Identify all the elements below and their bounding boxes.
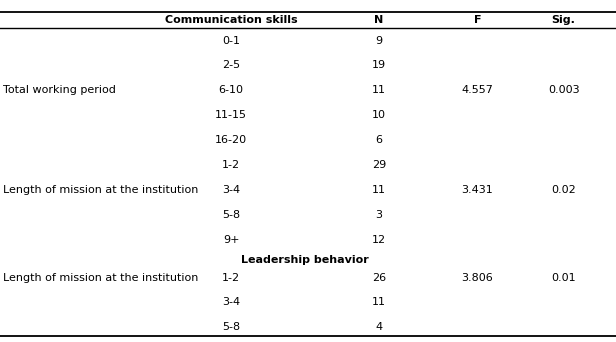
Text: 1-2: 1-2 [222,160,240,170]
Text: 6-10: 6-10 [219,86,243,95]
Text: 0.02: 0.02 [551,185,576,195]
Text: Leadership behavior: Leadership behavior [241,255,369,265]
Text: 26: 26 [372,273,386,282]
Text: 10: 10 [372,110,386,120]
Text: 5-8: 5-8 [222,323,240,332]
Text: 4: 4 [375,323,383,332]
Text: 19: 19 [372,61,386,70]
Text: 0.003: 0.003 [548,86,580,95]
Text: 5-8: 5-8 [222,210,240,220]
Text: 6: 6 [375,135,383,145]
Text: 0.01: 0.01 [551,273,576,282]
Text: 11-15: 11-15 [215,110,247,120]
Text: 12: 12 [372,235,386,245]
Text: N: N [374,15,384,25]
Text: 3-4: 3-4 [222,298,240,307]
Text: Sig.: Sig. [552,15,575,25]
Text: 0-1: 0-1 [222,36,240,45]
Text: Total working period: Total working period [3,86,116,95]
Text: 3.806: 3.806 [461,273,493,282]
Text: 11: 11 [372,86,386,95]
Text: 9+: 9+ [223,235,239,245]
Text: 11: 11 [372,185,386,195]
Text: 9: 9 [375,36,383,45]
Text: 29: 29 [371,160,386,170]
Text: Communication skills: Communication skills [164,15,298,25]
Text: 3-4: 3-4 [222,185,240,195]
Text: Length of mission at the institution: Length of mission at the institution [3,185,198,195]
Text: 1-2: 1-2 [222,273,240,282]
Text: 16-20: 16-20 [215,135,247,145]
Text: 4.557: 4.557 [461,86,493,95]
Text: 3: 3 [375,210,383,220]
Text: F: F [474,15,481,25]
Text: 2-5: 2-5 [222,61,240,70]
Text: 11: 11 [372,298,386,307]
Text: 3.431: 3.431 [461,185,493,195]
Text: Length of mission at the institution: Length of mission at the institution [3,273,198,282]
